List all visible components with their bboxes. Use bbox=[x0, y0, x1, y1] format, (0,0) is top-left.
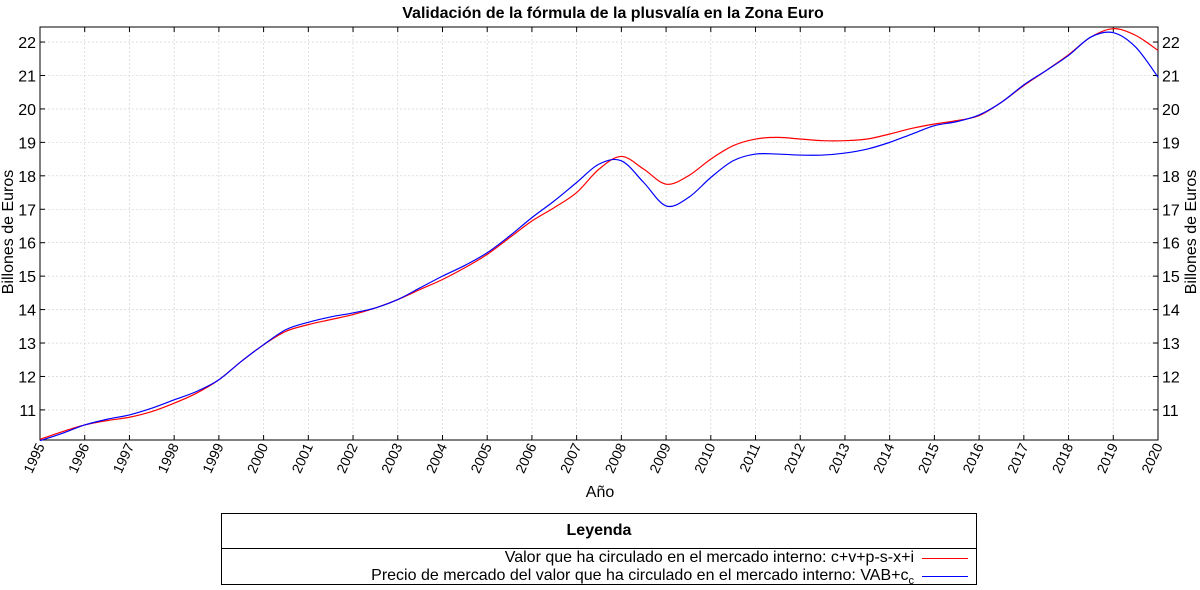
y-tick-label-right: 11 bbox=[1162, 403, 1179, 420]
y-tick-label-right: 17 bbox=[1162, 202, 1180, 219]
x-tick-label: 1996 bbox=[65, 440, 93, 475]
y-tick-label-left: 11 bbox=[19, 403, 36, 420]
x-tick-label: 2016 bbox=[959, 440, 987, 475]
y-tick-label-left: 12 bbox=[18, 369, 36, 386]
y-tick-label-left: 13 bbox=[18, 336, 36, 353]
x-tick-label: 1998 bbox=[154, 440, 182, 475]
chart-title: Validación de la fórmula de la plusvalía… bbox=[402, 5, 824, 22]
x-tick-label: 2017 bbox=[1004, 440, 1032, 475]
legend-label-red: Valor que ha circulado en el mercado int… bbox=[504, 549, 914, 566]
x-tick-label: 1999 bbox=[199, 440, 227, 475]
y-tick-label-right: 13 bbox=[1162, 336, 1180, 353]
legend-label-blue-subscript: c bbox=[908, 575, 915, 588]
y-tick-label-right: 19 bbox=[1162, 135, 1180, 152]
legend-label-blue: Precio de mercado del valor que ha circu… bbox=[371, 567, 909, 584]
y-tick-label-left: 18 bbox=[18, 169, 36, 186]
x-tick-label: 2012 bbox=[780, 440, 808, 475]
legend-item-blue: Precio de mercado del valor que ha circu… bbox=[222, 567, 976, 588]
x-tick-label: 2001 bbox=[288, 440, 316, 475]
x-tick-label: 1997 bbox=[109, 440, 137, 475]
x-tick-label: 2002 bbox=[333, 440, 361, 475]
y-tick-label-left: 21 bbox=[18, 68, 36, 85]
ticks: 1995 1996 1997 1998 1999 2000 2001 2002 2003 2004… bbox=[18, 27, 1180, 476]
series-line-blue bbox=[39, 31, 1159, 442]
x-tick-label: 2000 bbox=[244, 440, 272, 475]
x-tick-label: 2019 bbox=[1093, 440, 1121, 475]
y-tick-label-left: 15 bbox=[18, 269, 36, 286]
x-tick-label: 2006 bbox=[512, 440, 540, 475]
x-tick-label: 2005 bbox=[467, 440, 495, 475]
y-tick-label-right: 21 bbox=[1162, 68, 1180, 85]
y-tick-label-left: 14 bbox=[18, 303, 36, 320]
x-tick-label: 2004 bbox=[423, 440, 451, 475]
x-tick-label: 2014 bbox=[870, 440, 898, 475]
x-tick-label: 2015 bbox=[914, 440, 942, 475]
x-tick-label: 2013 bbox=[825, 440, 853, 475]
y-tick-label-right: 15 bbox=[1162, 269, 1180, 286]
y-tick-label-right: 22 bbox=[1162, 35, 1180, 52]
x-axis-label: Año bbox=[586, 484, 615, 501]
x-tick-label: 2011 bbox=[736, 440, 763, 474]
x-tick-label: 2020 bbox=[1138, 440, 1166, 475]
grid bbox=[39, 27, 1159, 440]
y-tick-label-left: 20 bbox=[18, 102, 36, 119]
series-lines bbox=[39, 28, 1159, 442]
y-tick-label-left: 19 bbox=[18, 135, 36, 152]
y-tick-label-right: 20 bbox=[1162, 102, 1180, 119]
y-axis-label-left: Billones de Euros bbox=[0, 170, 17, 295]
y-axis-label-right: Billones de Euros bbox=[1183, 170, 1200, 295]
legend-title: Leyenda bbox=[222, 514, 976, 549]
legend: Leyenda Valor que ha circulado en el mer… bbox=[221, 513, 977, 588]
series-line-red bbox=[39, 28, 1159, 440]
y-tick-label-left: 16 bbox=[18, 236, 36, 253]
y-tick-label-left: 17 bbox=[18, 202, 36, 219]
x-tick-label: 1995 bbox=[20, 440, 48, 475]
x-tick-label: 2008 bbox=[601, 440, 629, 475]
x-tick-label: 2010 bbox=[691, 440, 719, 475]
x-tick-label: 2009 bbox=[646, 440, 674, 475]
plot-frame bbox=[39, 26, 1159, 441]
x-tick-label: 2018 bbox=[1049, 440, 1077, 475]
legend-item-red: Valor que ha circulado en el mercado int… bbox=[222, 549, 976, 567]
y-tick-label-right: 14 bbox=[1162, 303, 1180, 320]
x-tick-label: 2007 bbox=[557, 440, 585, 475]
legend-swatch-blue bbox=[922, 575, 968, 577]
y-tick-label-left: 22 bbox=[18, 35, 36, 52]
y-tick-label-right: 18 bbox=[1162, 169, 1180, 186]
x-tick-label: 2003 bbox=[378, 440, 406, 475]
y-tick-label-right: 12 bbox=[1162, 369, 1180, 386]
legend-swatch-red bbox=[922, 557, 968, 559]
y-tick-label-right: 16 bbox=[1162, 236, 1180, 253]
